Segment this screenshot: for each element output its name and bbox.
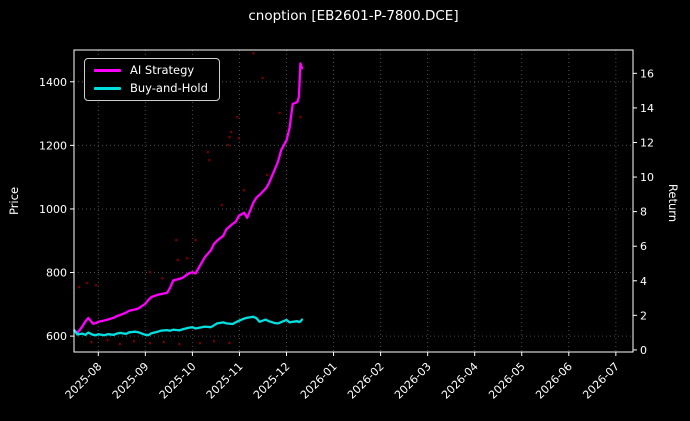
price-tick-label: 1000 (39, 203, 67, 216)
trade-dots (77, 51, 302, 346)
return-tick-label: 6 (640, 240, 647, 253)
date-tick-label: 2025-12 (251, 360, 293, 402)
plot-border (73, 49, 634, 353)
legend-label-ai-strategy: AI Strategy (130, 63, 195, 77)
date-tick-label: 2026-02 (345, 360, 387, 402)
chart-title: cnoption [EB2601-P-7800.DCE] (248, 8, 459, 24)
legend: AI Strategy Buy-and-Hold (84, 58, 220, 101)
price-tick-label: 1400 (39, 76, 67, 89)
date-tick-label: 2026-04 (439, 360, 481, 402)
date-tick-label: 2025-09 (110, 360, 152, 402)
legend-label-buy-and-hold: Buy-and-Hold (130, 81, 208, 95)
legend-item-ai-strategy: AI Strategy (94, 64, 208, 77)
return-tick-label: 0 (640, 344, 647, 357)
date-tick-label: 2026-05 (486, 360, 528, 402)
date-tick-label: 2026-01 (298, 360, 340, 402)
ai-strategy-line-swatch (94, 69, 121, 72)
price-tick-label: 600 (46, 330, 67, 343)
return-tick-label: 2 (640, 309, 647, 322)
price-tick-label: 1200 (39, 139, 67, 152)
return-tick-label: 14 (640, 102, 654, 115)
date-tick-label: 2025-08 (63, 360, 105, 402)
return-tick-label: 10 (640, 171, 654, 184)
legend-item-buy-and-hold: Buy-and-Hold (94, 82, 208, 95)
buy-and-hold-line-swatch (94, 87, 121, 90)
return-tick-label: 4 (640, 275, 647, 288)
date-tick-label: 2025-11 (204, 360, 246, 402)
return-tick-label: 16 (640, 67, 654, 80)
return-tick-label: 8 (640, 206, 647, 219)
date-tick-label: 2026-07 (580, 360, 622, 402)
date-tick-label: 2026-03 (392, 360, 434, 402)
buy-and-hold-line (73, 315, 304, 337)
return-tick-label: 12 (640, 136, 654, 149)
price-tick-label: 800 (46, 267, 67, 280)
ai-strategy-line (73, 62, 304, 335)
date-tick-label: 2025-10 (157, 360, 199, 402)
date-tick-label: 2026-06 (533, 360, 575, 402)
